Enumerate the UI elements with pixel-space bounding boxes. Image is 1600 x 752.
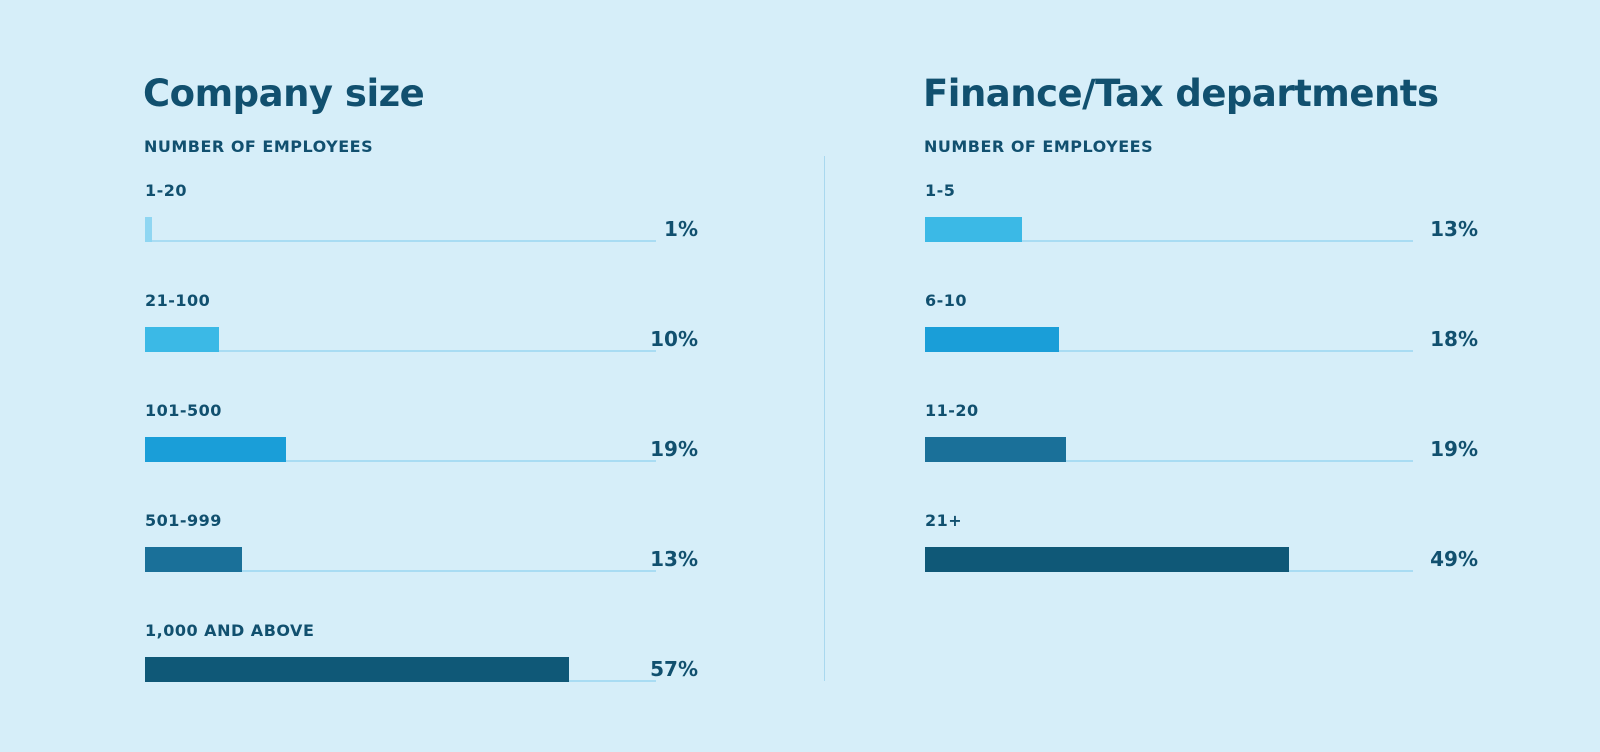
bar <box>925 217 1022 242</box>
category-label: 21+ <box>925 511 963 530</box>
value-label: 10% <box>650 327 698 351</box>
value-label: 19% <box>1430 437 1478 461</box>
company-size-title: Company size <box>143 72 425 115</box>
company-size-subtitle: NUMBER OF EMPLOYEES <box>144 137 374 156</box>
bar <box>145 547 242 572</box>
bar <box>145 657 569 682</box>
category-label: 6-10 <box>925 291 968 310</box>
finance-tax-subtitle: NUMBER OF EMPLOYEES <box>924 137 1154 156</box>
bar <box>145 217 153 242</box>
value-label: 1% <box>664 217 698 241</box>
finance-tax-title: Finance/Tax departments <box>923 72 1439 115</box>
bar-track <box>925 460 1413 462</box>
category-label: 1,000 AND ABOVE <box>145 621 315 640</box>
value-label: 18% <box>1430 327 1478 351</box>
bar-track <box>925 350 1413 352</box>
bar-track <box>145 570 656 572</box>
category-label: 501-999 <box>145 511 222 530</box>
bar-track <box>925 240 1413 242</box>
category-label: 1-20 <box>145 181 188 200</box>
bar <box>925 327 1059 352</box>
value-label: 49% <box>1430 547 1478 571</box>
category-label: 11-20 <box>925 401 979 420</box>
category-label: 101-500 <box>145 401 222 420</box>
bar-track <box>145 350 656 352</box>
value-label: 13% <box>1430 217 1478 241</box>
value-label: 19% <box>650 437 698 461</box>
value-label: 57% <box>650 657 698 681</box>
bar <box>145 327 220 352</box>
divider <box>824 156 825 681</box>
bar-track <box>145 240 656 242</box>
bar <box>925 547 1290 572</box>
value-label: 13% <box>650 547 698 571</box>
category-label: 21-100 <box>145 291 211 310</box>
bar <box>925 437 1067 462</box>
category-label: 1-5 <box>925 181 956 200</box>
bar <box>145 437 287 462</box>
bar-track <box>145 460 656 462</box>
